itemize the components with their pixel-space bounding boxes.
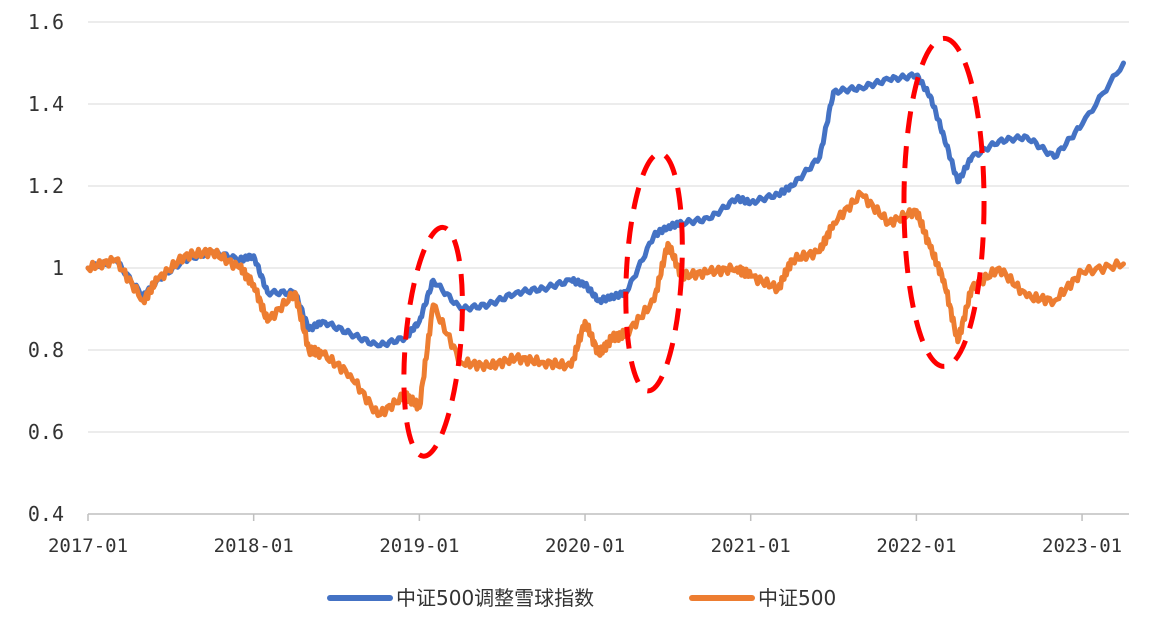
x-tick-label: 2020-01 [545, 535, 625, 557]
y-tick-label: 0.8 [28, 338, 64, 362]
series-line-csi500 [85, 189, 1126, 419]
x-tick-label: 2018-01 [214, 535, 294, 557]
y-tick-label: 0.4 [28, 502, 64, 526]
y-tick-label: 1.2 [28, 174, 64, 198]
y-tick-label: 0.6 [28, 420, 64, 444]
x-tick-label: 2022-01 [876, 535, 956, 557]
highlight-ellipses [401, 35, 987, 459]
y-axis-tick-labels: 0.4 0.6 0.8 1 1.2 1.4 1.6 [28, 10, 64, 526]
legend-item-snowball-index-label: 中证500调整雪球指数 [396, 586, 594, 610]
annotation-ellipse [901, 35, 987, 369]
x-tick-label: 2017-01 [48, 535, 128, 557]
series-lines [85, 60, 1126, 419]
x-tick-label: 2019-01 [379, 535, 459, 557]
legend: 中证500调整雪球指数 中证500 [327, 586, 836, 610]
x-axis: 2017-01 2018-01 2019-01 2020-01 2021-01 2022-… [48, 513, 1129, 557]
x-tick-label: 2023-01 [1042, 535, 1122, 557]
y-tick-label: 1.6 [28, 10, 64, 34]
annotation-ellipse [623, 150, 685, 394]
annotation-ellipse [401, 224, 465, 459]
series-line-snowball-index [85, 60, 1126, 349]
grid-lines [88, 21, 1129, 433]
y-tick-label: 1 [52, 256, 64, 280]
y-tick-label: 1.4 [28, 92, 64, 116]
legend-item-csi500-label: 中证500 [758, 586, 836, 610]
x-tick-label: 2021-01 [711, 535, 791, 557]
